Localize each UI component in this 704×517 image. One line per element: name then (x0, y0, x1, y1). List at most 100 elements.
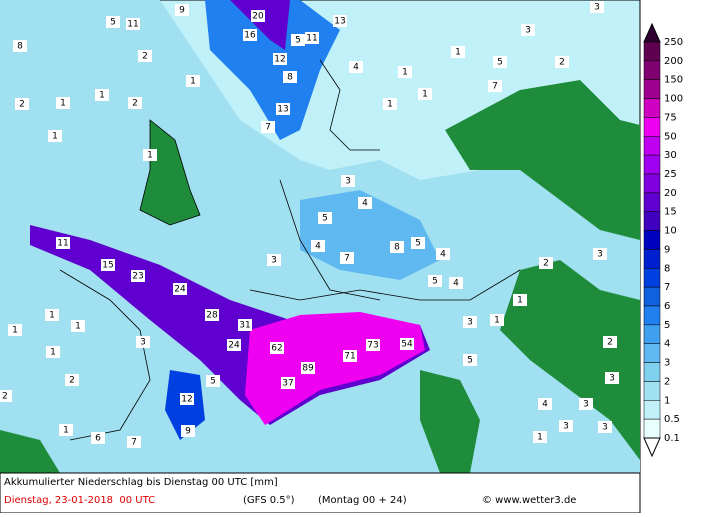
map-value-box (436, 248, 450, 260)
map-value: 4 (358, 197, 372, 209)
map-value-box (559, 420, 573, 432)
map-value-box (311, 240, 325, 252)
map-value-box (48, 130, 62, 142)
map-value-text: 5 (110, 18, 116, 28)
map-value-text: 1 (455, 48, 461, 58)
legend-swatch (643, 305, 661, 326)
map-value-text: 3 (271, 256, 277, 266)
map-value-text: 1 (494, 316, 500, 326)
map-value-text: 1 (12, 326, 18, 336)
map-value: 9 (175, 4, 189, 16)
map-value: 13 (333, 15, 347, 27)
map-value-text: 5 (432, 277, 438, 287)
legend-swatch (643, 418, 661, 439)
map-value-box (91, 432, 105, 444)
map-value: 11 (56, 237, 70, 249)
map-value-box (261, 121, 275, 133)
map-value-text: 1 (50, 348, 56, 358)
map-value-box (301, 362, 315, 374)
map-value: 7 (340, 252, 354, 264)
map-value: 54 (400, 338, 414, 350)
map-value-text: 12 (181, 395, 192, 405)
map-value: 1 (533, 431, 547, 443)
map-value-box (180, 393, 194, 405)
map-value: 5 (411, 237, 425, 249)
map-value-text: 1 (60, 99, 66, 109)
map-value-text: 73 (367, 341, 378, 351)
map-value: 1 (56, 97, 70, 109)
legend-label: 10 (664, 226, 677, 237)
map-value: 6 (91, 432, 105, 444)
footer-credit: © www.wetter3.de (482, 495, 576, 506)
map-value: 1 (513, 294, 527, 306)
map-value-box (579, 398, 593, 410)
map-value-text: 4 (353, 63, 359, 73)
map-value-text: 4 (453, 279, 459, 289)
map-value-box (0, 390, 12, 402)
map-value-box (101, 259, 115, 271)
map-value-text: 6 (95, 434, 101, 444)
map-value: 5 (106, 16, 120, 28)
map-value-box (358, 197, 372, 209)
map-value-text: 37 (282, 379, 293, 389)
legend-swatch (643, 268, 661, 288)
map-value-box (127, 436, 141, 448)
map-value-text: 23 (132, 272, 143, 282)
map-value: 11 (126, 18, 140, 30)
map-value-box (390, 241, 404, 253)
map-value-box (411, 237, 425, 249)
map-value-box (13, 40, 27, 52)
map-value: 4 (436, 248, 450, 260)
legend-swatch (643, 362, 661, 382)
map-value: 2 (0, 390, 12, 402)
map-value-box (513, 294, 527, 306)
map-value-text: 3 (140, 338, 146, 348)
map-value: 7 (127, 436, 141, 448)
legend-label: 0.5 (664, 414, 680, 425)
map-value-text: 5 (467, 356, 473, 366)
map-value-box (175, 4, 189, 16)
legend-label: 150 (664, 75, 683, 86)
map-value-box (206, 375, 220, 387)
map-value: 1 (143, 149, 157, 161)
map-value-box (428, 275, 442, 287)
legend-swatch (643, 230, 661, 250)
map-value-box (243, 29, 257, 41)
map-value-text: 28 (206, 311, 218, 321)
map-value-text: 16 (244, 31, 256, 41)
map-value-text: 1 (402, 68, 408, 78)
map-value-text: 3 (345, 177, 351, 187)
map-value: 3 (559, 420, 573, 432)
map-value-box (538, 398, 552, 410)
map-value: 1 (8, 324, 22, 336)
map-value: 24 (227, 339, 241, 351)
map-value-box (227, 339, 241, 351)
legend-swatch (643, 79, 661, 99)
map-value-box (490, 314, 504, 326)
map-value-text: 54 (401, 340, 413, 350)
map-value-box (555, 56, 569, 68)
legend-arrow (643, 22, 661, 43)
map-value: 4 (449, 277, 463, 289)
map-value-text: 24 (228, 341, 240, 351)
map-value: 3 (341, 175, 355, 187)
map-value: 4 (349, 61, 363, 73)
map-value-box (46, 346, 60, 358)
map-value-box (366, 339, 380, 351)
map-value: 1 (383, 98, 397, 110)
map-value-box (383, 98, 397, 110)
map-value-text: 1 (517, 296, 523, 306)
map-value-text: 3 (525, 26, 531, 36)
map-value-box (136, 336, 150, 348)
legend-swatch (643, 286, 661, 307)
map-value: 2 (65, 374, 79, 386)
legend-swatch (643, 249, 661, 269)
map-value: 1 (46, 346, 60, 358)
map-value-text: 2 (69, 376, 75, 386)
map-value-box (283, 71, 297, 83)
map-value-box (138, 50, 152, 62)
legend-label: 15 (664, 207, 677, 218)
map-value: 20 (251, 10, 265, 22)
legend-swatch (643, 154, 661, 175)
map-value: 8 (13, 40, 27, 52)
